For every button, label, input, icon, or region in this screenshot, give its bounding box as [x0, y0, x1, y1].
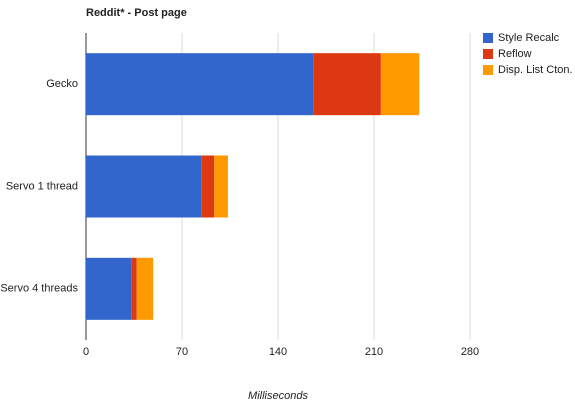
bar-segment — [86, 155, 202, 218]
bar-segment — [380, 53, 420, 116]
x-tick-label: 210 — [365, 346, 383, 358]
x-axis-label: Milliseconds — [248, 390, 308, 402]
chart-title: Reddit* - Post page — [86, 7, 187, 19]
x-tick-label: 70 — [176, 346, 188, 358]
bar-segment — [131, 257, 137, 320]
x-tick-label: 280 — [461, 346, 479, 358]
legend-label: Style Recalc — [498, 32, 560, 44]
y-tick-label: Gecko — [46, 78, 78, 90]
y-tick-label: Servo 1 thread — [6, 180, 78, 192]
x-tick-label: 0 — [83, 346, 89, 358]
bar-segment — [313, 53, 381, 116]
legend-label: Reflow — [498, 48, 532, 60]
legend-swatch — [483, 33, 493, 43]
legend-label: Disp. List Cton. — [498, 64, 573, 76]
bar-segment — [201, 155, 215, 218]
legend-swatch — [483, 65, 493, 75]
bar-segment — [136, 257, 154, 320]
bar-segment — [86, 53, 314, 116]
y-tick-label: Servo 4 threads — [0, 283, 78, 295]
bar-segment — [86, 257, 132, 320]
x-tick-label: 140 — [269, 346, 287, 358]
legend-swatch — [483, 49, 493, 59]
bar-segment — [214, 155, 228, 218]
